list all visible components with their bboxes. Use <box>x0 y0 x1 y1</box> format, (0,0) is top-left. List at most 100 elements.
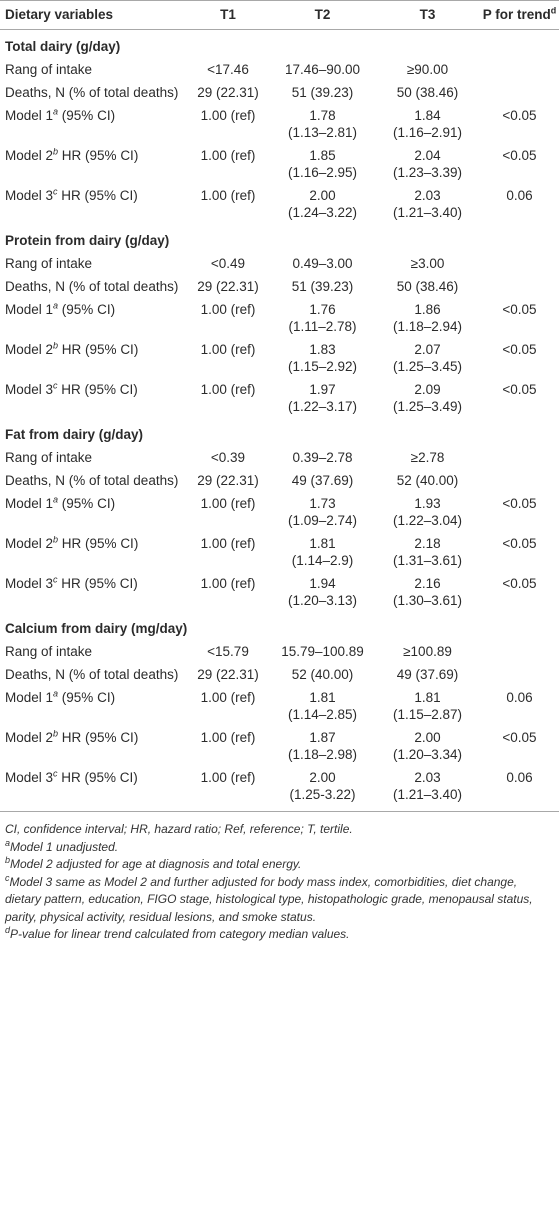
cell-t2-value: 1.83 <box>309 342 336 357</box>
cell-t3-value: ≥100.89 <box>403 644 452 659</box>
cell-t2-value: 1.78 <box>309 108 336 123</box>
cell-p-trend: 0.06 <box>480 766 559 812</box>
cell-t2-ci: (1.24–3.22) <box>287 205 358 220</box>
table-row: Model 1a (95% CI) 1.00 (ref) 1.76 (1.11–2.7… <box>0 298 559 338</box>
cell-t1: 1.00 (ref) <box>200 730 256 745</box>
cell-t1: 1.00 (ref) <box>200 690 256 705</box>
cell-t3-value: 1.84 <box>414 108 441 123</box>
cell-t3-ci: (1.20–3.34) <box>392 747 463 762</box>
row-label-sup: c <box>53 768 58 779</box>
cell-t3-value: 2.07 <box>414 342 441 357</box>
cell-t2-ci: (1.25-3.22) <box>289 787 356 802</box>
row-label-suffix: HR (95% CI) <box>58 730 139 745</box>
footnote-d-marker: d <box>5 925 11 935</box>
cell-t1: 29 (22.31) <box>197 85 259 100</box>
cell-t2-ci: (1.09–2.74) <box>287 513 358 528</box>
section-title: Calcium from dairy (mg/day) <box>5 621 188 636</box>
table-footnotes: CI, confidence interval; HR, hazard rati… <box>0 812 559 944</box>
row-label: Model 2b HR (95% CI) <box>0 338 186 378</box>
row-label-text: Deaths, N (% of total deaths) <box>5 279 179 294</box>
cell-t2: 1.76 (1.11–2.78) <box>270 298 375 338</box>
table-row: Model 3c HR (95% CI) 1.00 (ref) 2.00 (1.24–… <box>0 184 559 224</box>
row-label: Model 1a (95% CI) <box>0 104 186 144</box>
cell-t3: 50 (38.46) <box>375 81 480 104</box>
results-table-container: Dietary variables T1 T2 T3 P for trendd … <box>0 0 559 944</box>
cell-t3-ci: (1.22–3.04) <box>392 513 463 528</box>
cell-t1: <15.79 <box>207 644 249 659</box>
cell-t3-ci: (1.15–2.87) <box>392 707 463 722</box>
cell-t1: 29 (22.31) <box>197 279 259 294</box>
section-heading-row: Fat from dairy (g/day) <box>0 418 559 446</box>
cell-t2: 49 (37.69) <box>270 469 375 492</box>
cell-t3-ci: (1.16–2.91) <box>392 125 463 140</box>
row-label-sup: b <box>53 340 59 351</box>
row-label-text: Rang of intake <box>5 450 93 465</box>
footnote-a-text: Model 1 unadjusted. <box>10 839 119 854</box>
row-label: Rang of intake <box>0 640 186 663</box>
cell-t3: 2.16 (1.30–3.61) <box>375 572 480 612</box>
row-label: Deaths, N (% of total deaths) <box>0 663 186 686</box>
cell-t2-value: 51 (39.23) <box>291 85 354 100</box>
cell-p-trend: 0.06 <box>506 188 533 203</box>
cell-t3: 2.18 (1.31–3.61) <box>375 532 480 572</box>
row-label: Model 1a (95% CI) <box>0 686 186 726</box>
row-label-text: Model 2 <box>5 148 54 163</box>
cell-t2: 0.39–2.78 <box>270 446 375 469</box>
table-row: Model 1a (95% CI) 1.00 (ref) 1.78 (1.13–2.8… <box>0 104 559 144</box>
row-label-sup: b <box>53 728 59 739</box>
cell-t2: 1.83 (1.15–2.92) <box>270 338 375 378</box>
cell-t3-value: 52 (40.00) <box>396 473 459 488</box>
table-row: Model 2b HR (95% CI) 1.00 (ref) 1.83 (1.15–… <box>0 338 559 378</box>
section-heading-row: Calcium from dairy (mg/day) <box>0 612 559 640</box>
cell-p-trend <box>480 275 559 298</box>
footnote-c-marker: c <box>5 872 10 883</box>
cell-t2-value: 49 (37.69) <box>291 473 354 488</box>
row-label-sup: b <box>53 534 59 545</box>
row-label: Rang of intake <box>0 252 186 275</box>
row-label-suffix: (95% CI) <box>58 302 116 317</box>
row-label-sup: c <box>53 574 58 585</box>
header-row: Dietary variables T1 T2 T3 P for trendd <box>0 0 559 30</box>
cell-t3-value: 1.86 <box>414 302 441 317</box>
cell-t2: 1.81 (1.14–2.9) <box>270 532 375 572</box>
row-label: Deaths, N (% of total deaths) <box>0 275 186 298</box>
row-label: Rang of intake <box>0 58 186 81</box>
cell-t1: 1.00 (ref) <box>200 188 256 203</box>
row-label-sup: b <box>53 146 59 157</box>
cell-t2-value: 1.73 <box>309 496 336 511</box>
cell-p-trend: <0.05 <box>502 302 537 317</box>
cell-t3-value: 2.03 <box>414 188 441 203</box>
cell-t3-value: 50 (38.46) <box>396 85 459 100</box>
table-row: Model 3c HR (95% CI) 1.00 (ref) 1.94 (1.20–… <box>0 572 559 612</box>
cell-t1: 1.00 (ref) <box>186 766 270 812</box>
row-label-text: Model 3 <box>5 770 54 785</box>
cell-t2: 15.79–100.89 <box>270 640 375 663</box>
cell-t3-value: ≥90.00 <box>406 62 449 77</box>
row-label-sup: a <box>53 494 59 505</box>
dairy-mortality-table: Dietary variables T1 T2 T3 P for trendd … <box>0 0 559 812</box>
row-label: Model 1a (95% CI) <box>0 492 186 532</box>
row-label-suffix: HR (95% CI) <box>57 770 138 785</box>
cell-t3-value: 2.09 <box>414 382 441 397</box>
cell-t3: 2.03 (1.21–3.40) <box>375 766 480 812</box>
row-label: Model 2b HR (95% CI) <box>0 532 186 572</box>
row-label-sup: a <box>53 688 59 699</box>
header-t2: T2 <box>270 0 375 30</box>
row-label-sup: a <box>53 106 59 117</box>
cell-t3-ci: (1.21–3.40) <box>392 205 463 220</box>
footnote-c: cModel 3 same as Model 2 and further adj… <box>5 872 554 927</box>
table-row: Rang of intake <0.39 0.39–2.78 ≥2.78 <box>0 446 559 469</box>
cell-t2: 1.73 (1.09–2.74) <box>270 492 375 532</box>
cell-t1: <0.39 <box>210 450 246 465</box>
row-label-text: Model 2 <box>5 730 54 745</box>
cell-t2: 1.87 (1.18–2.98) <box>270 726 375 766</box>
cell-t3-value: 2.00 <box>414 730 441 745</box>
cell-p-trend <box>480 252 559 275</box>
footnote-abbreviations: CI, confidence interval; HR, hazard rati… <box>5 822 353 836</box>
table-row: Rang of intake <15.79 15.79–100.89 ≥100.89 <box>0 640 559 663</box>
table-row: Model 3c HR (95% CI) 1.00 (ref) 2.00 (1.25-… <box>0 766 559 812</box>
cell-t2: 51 (39.23) <box>270 81 375 104</box>
cell-t3: ≥3.00 <box>375 252 480 275</box>
table-row: Rang of intake <17.46 17.46–90.00 ≥90.00 <box>0 58 559 81</box>
cell-t3: 49 (37.69) <box>375 663 480 686</box>
